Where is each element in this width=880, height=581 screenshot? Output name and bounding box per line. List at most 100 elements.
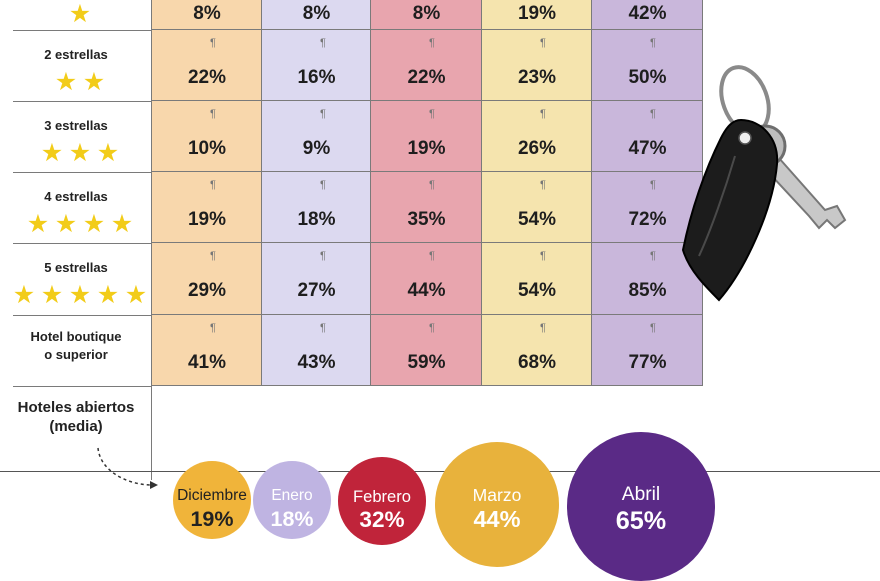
row-label: 4 estrellas: [44, 189, 108, 204]
table-cell: [592, 101, 703, 172]
pilcrow-mark: ¶: [320, 37, 326, 49]
bubble-month-label: Febrero: [353, 486, 411, 506]
pilcrow-mark: ¶: [320, 108, 326, 120]
table-cell: [482, 172, 592, 243]
cell-value: 68%: [517, 351, 557, 373]
star-rating: ★ ★ ★ ★: [24, 212, 136, 237]
bubble-month-label: Marzo: [472, 484, 522, 505]
table-cell: [152, 243, 262, 315]
cell-value: 8%: [412, 3, 441, 24]
table-cell: [371, 101, 482, 172]
row-label-line: o superior: [44, 347, 108, 362]
star-icon: ★: [12, 281, 36, 309]
table-cell: [482, 243, 592, 315]
pilcrow-mark: ¶: [210, 250, 216, 262]
pilcrow-mark: ¶: [540, 37, 546, 49]
star-icon: ★: [96, 139, 120, 167]
bubble-month-label: Enero: [271, 487, 313, 505]
cell-value: 44%: [407, 280, 446, 301]
cell-value: 72%: [628, 208, 667, 230]
table-cell: [371, 315, 482, 386]
pointer-arrow: [97, 447, 158, 489]
star-icon: ★: [40, 139, 64, 167]
table-cell: [371, 243, 482, 315]
bubble-percent-label: 19%: [190, 506, 234, 531]
pilcrow-mark: ¶: [429, 37, 435, 49]
table-cell: [592, 0, 703, 30]
pilcrow-mark: ¶: [429, 108, 435, 120]
row-label: 3 estrellas: [44, 118, 108, 133]
table-cell: [482, 0, 592, 30]
pilcrow-mark: ¶: [320, 250, 326, 262]
cell-value: 47%: [628, 137, 667, 159]
pilcrow-mark: ¶: [210, 322, 216, 334]
cell-value: 19%: [407, 137, 446, 159]
pilcrow-mark: ¶: [210, 37, 216, 49]
table-cell: [371, 30, 482, 101]
table-cell: [262, 0, 371, 30]
row-divider: [13, 386, 152, 387]
table-cell: [152, 0, 262, 30]
bubble-percent-label: 32%: [359, 507, 405, 533]
star-icon: ★: [124, 281, 148, 309]
row-label-line: Hotel boutique: [30, 329, 122, 344]
star-rating: ★ ★ ★ ★ ★: [10, 283, 150, 308]
pilcrow-mark: ¶: [540, 108, 546, 120]
row-label: 2 estrellas: [44, 47, 108, 62]
cell-value: 19%: [187, 208, 227, 230]
table-cell: [592, 315, 703, 386]
table-cell: [482, 315, 592, 386]
star-rating: ★: [66, 2, 94, 27]
star-icon: ★: [54, 210, 78, 238]
month-bubble: Marzo 44%: [434, 441, 560, 567]
cell-value: 18%: [297, 208, 336, 230]
star-icon: ★: [110, 210, 134, 238]
pilcrow-mark: ¶: [650, 179, 656, 191]
table-cell: [262, 243, 371, 315]
cell-value: 23%: [517, 66, 557, 88]
row-divider: [13, 315, 152, 316]
bubble-percent-label: 18%: [270, 506, 314, 531]
pilcrow-mark: ¶: [650, 250, 656, 262]
star-icon: ★: [82, 210, 106, 238]
row-divider: [13, 243, 152, 244]
dashed-arrow-line: [97, 447, 151, 486]
month-bubble: Enero 18%: [252, 461, 331, 540]
table-cell: [482, 30, 592, 101]
pilcrow-mark: ¶: [429, 179, 435, 191]
cell-value: 19%: [517, 3, 557, 24]
label-column-border: [151, 0, 152, 480]
cell-value: 50%: [628, 66, 667, 88]
row-label: Hotel boutique o superior: [0, 328, 152, 364]
table-cell: [592, 30, 703, 101]
cell-value: 8%: [193, 3, 221, 24]
table-cell: [262, 30, 371, 101]
cell-value: 27%: [297, 280, 336, 301]
cell-value: 41%: [187, 351, 227, 373]
table-cell: [592, 172, 703, 243]
cell-value: 77%: [628, 351, 667, 373]
star-icon: ★: [96, 281, 120, 309]
cell-value: 22%: [187, 66, 227, 88]
month-bubble: Febrero 32%: [338, 457, 426, 545]
hotel-key-icon: [681, 65, 847, 302]
cell-value: 54%: [517, 280, 557, 301]
pilcrow-mark: ¶: [540, 322, 546, 334]
star-icon: ★: [26, 210, 50, 238]
month-bubble: Diciembre 19%: [172, 460, 252, 540]
bubble-percent-label: 65%: [615, 506, 667, 535]
month-bubble: Abril 65%: [566, 432, 716, 581]
pilcrow-mark: ¶: [540, 250, 546, 262]
table-cell: [371, 172, 482, 243]
cell-value: 59%: [407, 351, 446, 373]
cell-value: 8%: [302, 3, 331, 24]
row-label: 5 estrellas: [44, 260, 108, 275]
table-cell: [262, 101, 371, 172]
arrow-head: [150, 481, 158, 489]
star-rating: ★ ★: [52, 70, 108, 95]
table-cell: [262, 315, 371, 386]
row-divider: [13, 101, 152, 102]
table-cell: [152, 172, 262, 243]
star-icon: ★: [40, 281, 64, 309]
